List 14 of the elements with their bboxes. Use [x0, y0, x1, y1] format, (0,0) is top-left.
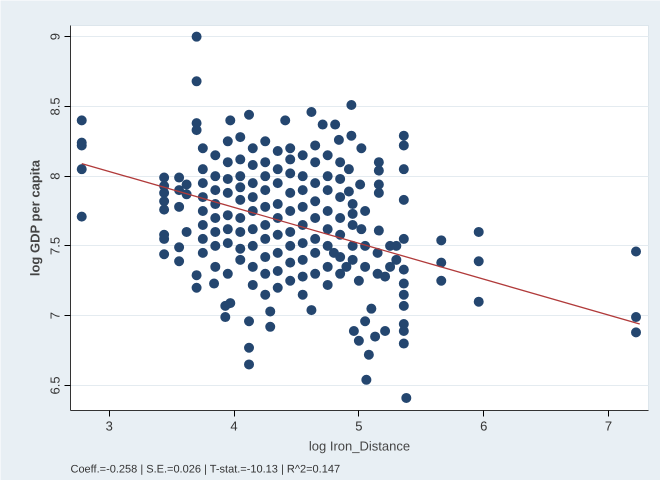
y-tick-label: 8 [48, 172, 62, 180]
x-tick-label: 5 [355, 418, 362, 434]
x-axis-title: log Iron_Distance [308, 438, 410, 454]
y-tick-label: 7.5 [48, 236, 62, 255]
x-tick-label: 7 [604, 418, 612, 434]
y-tick-label: 7 [48, 312, 62, 320]
x-tick-label: 4 [230, 418, 238, 434]
x-tick-label: 6 [480, 418, 488, 434]
y-tick-label: 6.5 [48, 376, 62, 394]
y-axis-title: log GDP per capita [28, 159, 42, 276]
y-tick-label: 8.5 [48, 97, 62, 116]
x-tick-label: 3 [106, 418, 113, 434]
y-tick-label: 9 [48, 33, 62, 40]
text: Coeff.=-0.258 | S.E.=0.026 | T-stat.=-10.13 | R^2=0.147 [70, 464, 340, 476]
